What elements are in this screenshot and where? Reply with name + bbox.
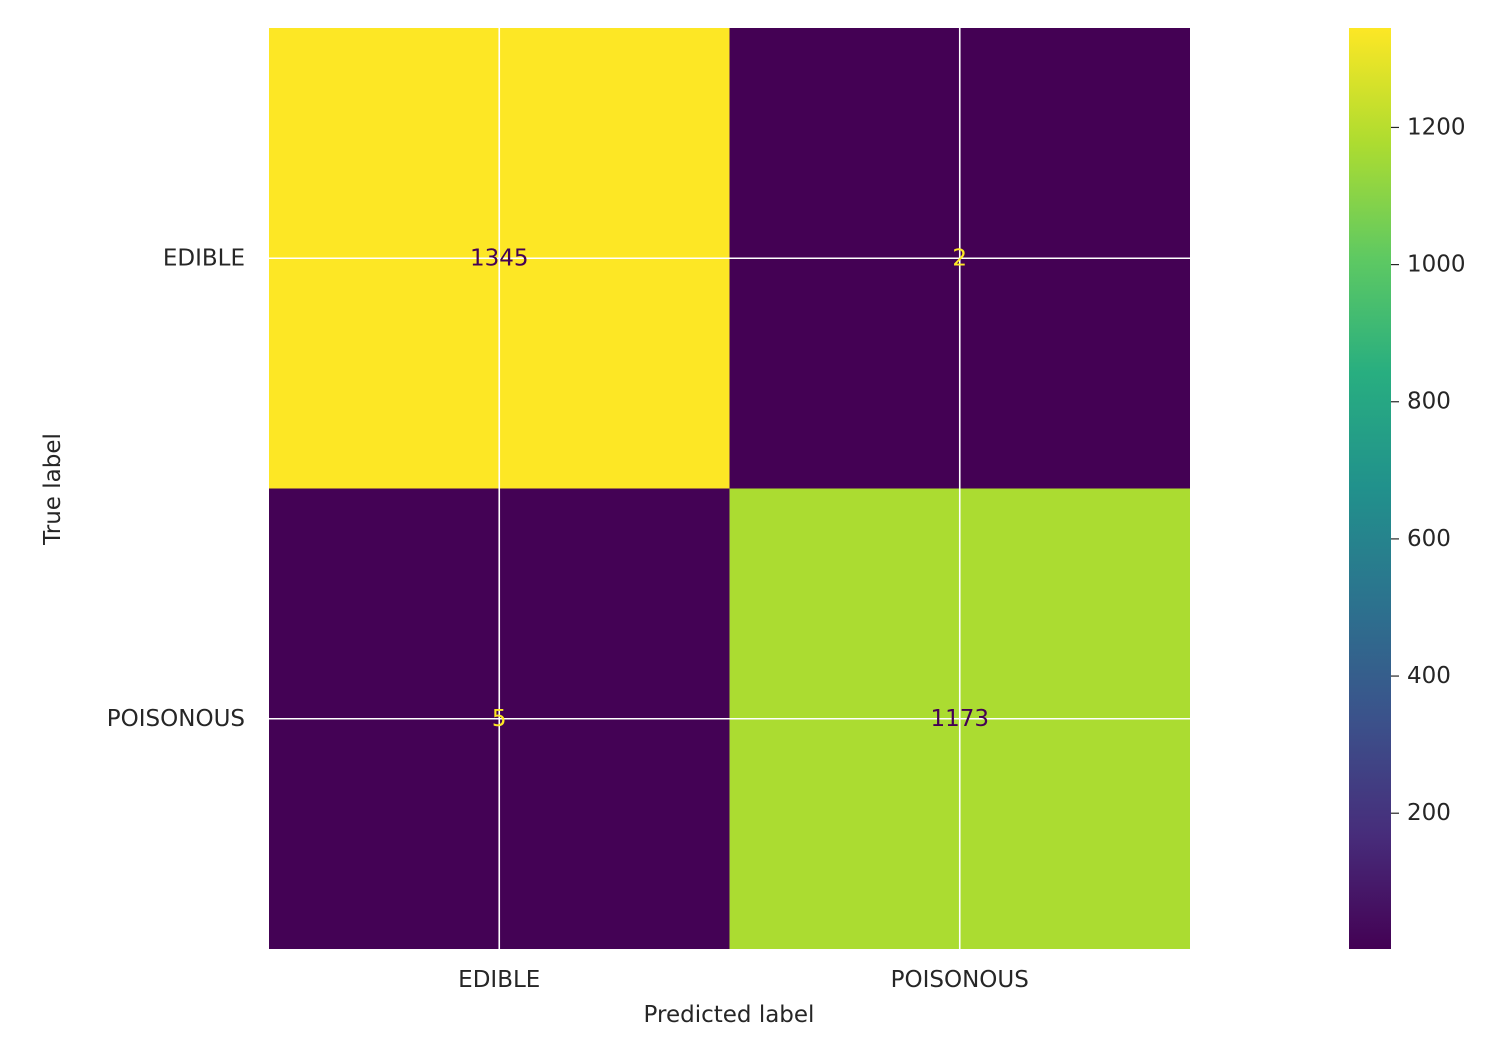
x-axis-label: Predicted label	[644, 1002, 815, 1028]
y-axis-ticks: EDIBLE POISONOUS	[107, 245, 245, 732]
colorbar-tick-label: 1200	[1407, 114, 1466, 140]
y-tick-label: EDIBLE	[163, 245, 245, 271]
cell-value-label: 1173	[930, 706, 989, 732]
colorbar-tick-label: 600	[1407, 526, 1451, 552]
x-tick-label: POISONOUS	[891, 967, 1029, 993]
colorbar-tick-label: 400	[1407, 663, 1451, 689]
cell-value-labels: 1345 2 5 1173	[470, 245, 989, 732]
colorbar	[1349, 28, 1391, 949]
y-tick-label: POISONOUS	[107, 706, 245, 732]
x-tick-label: EDIBLE	[458, 967, 540, 993]
colorbar-tick-label: 800	[1407, 389, 1451, 415]
colorbar-tick-label: 200	[1407, 800, 1451, 826]
x-axis-ticks: EDIBLE POISONOUS	[458, 967, 1029, 993]
colorbar-ticks: 200 400 600 800 1000 1200	[1391, 114, 1466, 826]
cell-value-label: 2	[952, 245, 967, 271]
colorbar-tick-label: 1000	[1407, 252, 1466, 278]
heatmap-cells	[269, 28, 1190, 949]
cell-value-label: 1345	[470, 245, 529, 271]
cell-value-label: 5	[492, 706, 507, 732]
grid-lines	[269, 28, 1190, 949]
y-axis-label: True label	[40, 433, 66, 546]
